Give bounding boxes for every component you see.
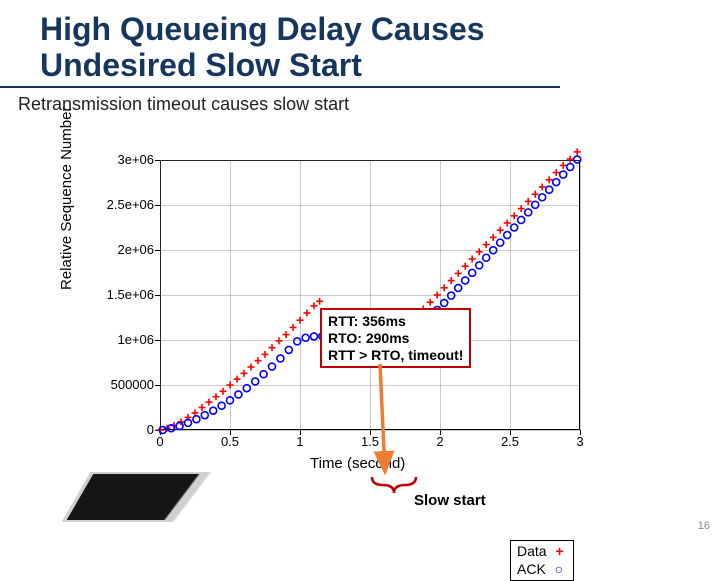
slide-title: High Queueing Delay Causes Undesired Slo…	[0, 0, 560, 88]
legend-symbol: ○	[552, 561, 566, 579]
title-line2: Undesired Slow Start	[40, 47, 362, 83]
sequence-chart: 00.511.522.5305000001e+061.5e+062e+062.5…	[80, 150, 620, 490]
page-number: 16	[698, 520, 710, 532]
title-line1: High Queueing Delay Causes	[40, 11, 485, 47]
slide-subtitle: Retransmission timeout causes slow start	[0, 94, 720, 115]
chart-legend: Data + ACK ○	[510, 540, 574, 581]
legend-item: Data +	[517, 543, 567, 561]
legend-item: ACK ○	[517, 561, 567, 579]
legend-label: Data	[517, 543, 547, 561]
slide-decor	[67, 474, 324, 520]
slow-start-label: Slow start	[414, 492, 486, 509]
slow-start-brace	[80, 150, 620, 510]
legend-symbol: +	[553, 543, 567, 561]
y-axis-label: Relative Sequence Number	[58, 107, 75, 290]
legend-label: ACK	[517, 561, 546, 579]
